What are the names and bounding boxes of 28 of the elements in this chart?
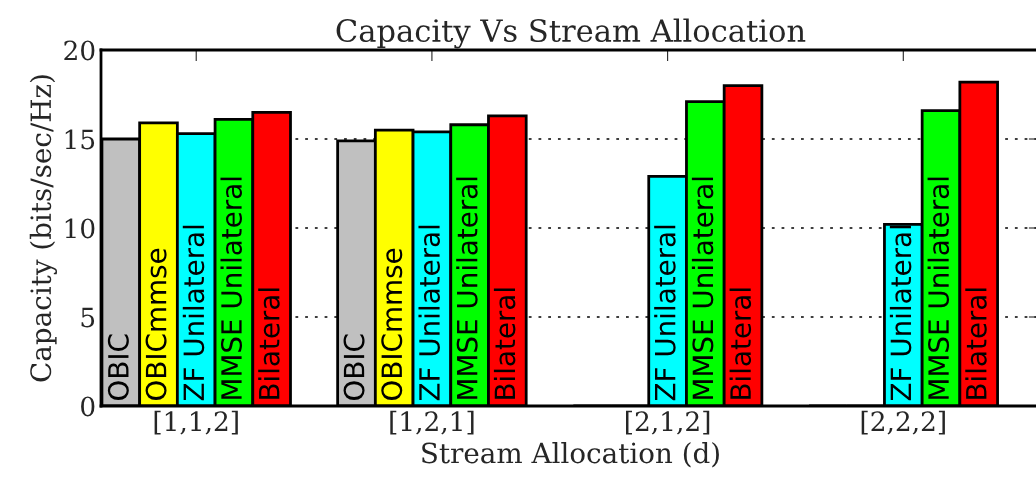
text: MMSE Unilateral <box>927 177 950 399</box>
y-tick-label: 20 <box>64 40 95 61</box>
y-tick-label: 10 <box>65 218 95 239</box>
y-axis-title: Capacity (bits/sec/Hz) <box>29 75 57 382</box>
series-label: OBICmmse <box>381 248 403 400</box>
text: MMSE Unilateral <box>220 177 242 399</box>
series-label: ZF Unilateral <box>889 225 912 401</box>
x-tick-label: [2,1,2] <box>626 410 710 435</box>
text: OBIC <box>107 334 129 400</box>
text: Bilateral <box>965 288 987 399</box>
x-tick-label: [2,2,2] <box>861 410 945 435</box>
text: OBICmmse <box>145 248 167 400</box>
text: Bilateral <box>258 288 280 399</box>
x-tick-label: [1,1,2] <box>154 410 238 435</box>
series-label: Bilateral <box>493 288 516 399</box>
y-tick-label: 5 <box>81 307 95 328</box>
chart-title: Capacity Vs Stream Allocation <box>336 18 806 49</box>
text: ZF Unilateral <box>418 225 440 401</box>
text: ZF Unilateral <box>182 225 205 401</box>
text: ZF Unilateral <box>654 225 676 401</box>
series-label: MMSE Unilateral <box>691 177 714 399</box>
x-axis-title: Stream Allocation (d) <box>422 441 719 468</box>
text: MMSE Unilateral <box>456 177 478 399</box>
y-tick-label: 15 <box>65 129 95 150</box>
series-label: OBIC <box>343 334 365 400</box>
x-tick-label: [1,2,1] <box>390 410 474 435</box>
y-tick-label: 0 <box>81 396 95 417</box>
text: Bilateral <box>729 288 752 399</box>
